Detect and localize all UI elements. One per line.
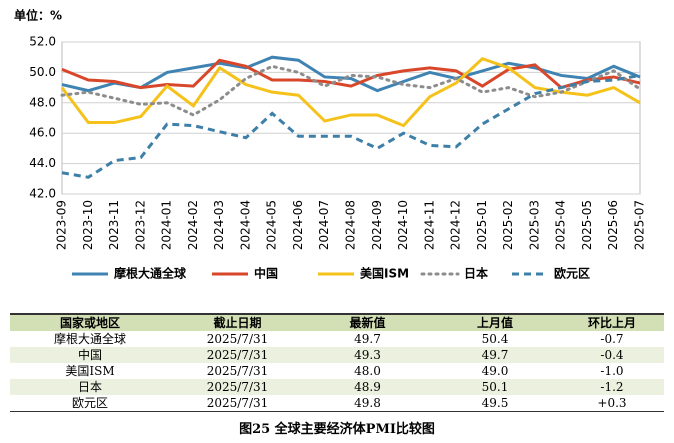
header-cell: 上月值 [430, 313, 560, 331]
series-line [60, 64, 642, 117]
table-cell: 50.1 [430, 379, 560, 395]
x-tick-label: 2025-06 [606, 200, 620, 250]
x-tick-label: 2024-07 [317, 200, 331, 250]
table-cell: 2025/7/31 [206, 364, 269, 378]
unit-label: 单位：% [14, 8, 62, 23]
legend-label: 日本 [464, 266, 488, 281]
table-row: 美国ISM 2025/7/31 48.0 49.0 -1.0 [10, 363, 664, 379]
x-tick-label: 2024-04 [238, 200, 252, 250]
y-tick-label: 50.0 [29, 65, 56, 79]
table-cell: 48.9 [305, 379, 430, 395]
table-row: 中国 2025/7/31 49.3 49.7 -0.4 [10, 347, 664, 363]
table-row: 欧元区 2025/7/31 49.8 49.5 +0.3 [10, 395, 664, 412]
x-tick-label: 2024-08 [344, 200, 358, 250]
legend-label: 美国ISM [360, 266, 409, 281]
x-tick-label: 2024-05 [265, 200, 279, 250]
x-tick-label: 2023-12 [133, 200, 147, 250]
y-tick-label: 46.0 [29, 126, 56, 140]
legend-label: 欧元区 [554, 266, 590, 281]
x-tick-label: 2025-05 [580, 200, 594, 250]
x-tick-label: 2024-06 [291, 200, 305, 250]
table-cell: 美国ISM [65, 364, 115, 378]
table-cell: 49.8 [305, 395, 430, 412]
series-line [61, 73, 641, 179]
table-cell: 2025/7/31 [170, 395, 305, 412]
table-cell: 49.7 [354, 332, 381, 346]
table-cell: -0.4 [560, 347, 664, 363]
x-tick-label: 2024-03 [212, 200, 226, 250]
series-line [61, 55, 641, 93]
table-row: 摩根大通全球 2025/7/31 49.7 50.4 -0.7 [10, 331, 664, 347]
x-tick-label: 2024-01 [160, 200, 174, 250]
table-cell: 48.0 [354, 364, 381, 378]
x-tick-label: 2024-11 [422, 200, 436, 250]
series-line [61, 58, 641, 90]
table-cell: 日本 [10, 379, 170, 395]
table-cell: 中国 [10, 347, 170, 363]
x-tick-label: 2024-09 [370, 200, 384, 250]
chart: 单位：% 42.0 44.0 46.0 48.0 50.0 52.0 2023-09 2023… [14, 8, 647, 281]
x-tick-label: 2023-11 [107, 200, 121, 250]
legend-label: 中国 [254, 266, 278, 281]
table-cell: -1.0 [600, 364, 624, 378]
table-cell: 49.7 [430, 347, 560, 363]
header-cell: 最新值 [305, 313, 430, 331]
x-tick-label: 2024-02 [186, 200, 200, 250]
x-tick-label: 2025-03 [527, 200, 541, 250]
table-header: 国家或地区 截止日期 最新值 上月值 环比上月 [10, 313, 664, 331]
x-tick-label: 2023-09 [55, 200, 69, 250]
table-cell: 50.4 [481, 332, 509, 346]
caption: 图25 全球主要经济体PMI比较图 [239, 422, 435, 437]
header-cell: 截止日期 [170, 313, 305, 331]
table-cell: 2025/7/31 [206, 332, 269, 346]
x-tick-label: 2023-10 [81, 200, 95, 250]
table-cell: 49.3 [305, 347, 430, 363]
header-cell: 国家或地区 [10, 313, 170, 331]
legend-label: 摩根大通全球 [114, 266, 187, 281]
table-row: 日本 2025/7/31 48.9 50.1 -1.2 [10, 379, 664, 395]
x-tick-label: 2025-01 [475, 200, 489, 250]
table-cell: 49.0 [481, 364, 509, 378]
series-line [60, 57, 641, 128]
data-table: 国家或地区 截止日期 最新值 上月值 环比上月 摩根大通全球 2025/7/31 49.7 50… [10, 313, 664, 412]
y-tick-label: 44.0 [29, 156, 56, 170]
y-tick-label: 52.0 [29, 35, 56, 49]
x-tick-label: 2025-02 [501, 200, 515, 250]
x-tick-label: 2025-07 [633, 200, 647, 250]
x-tick-label: 2025-04 [554, 200, 568, 250]
plot-frame [61, 41, 641, 195]
table-cell: 摩根大通全球 [53, 332, 126, 346]
table-cell: 2025/7/31 [170, 347, 305, 363]
y-tick-label: 42.0 [29, 187, 56, 201]
table-cell: 2025/7/31 [170, 379, 305, 395]
y-tick-label: 48.0 [29, 95, 56, 109]
table-cell: 49.5 [430, 395, 560, 412]
x-tick-label: 2024-12 [449, 200, 463, 250]
header-cell: 环比上月 [560, 313, 664, 331]
table-cell: -1.2 [560, 379, 664, 395]
x-tick-label: 2024-10 [396, 200, 410, 250]
table-cell: -0.7 [600, 332, 624, 346]
table-cell: 欧元区 [10, 395, 170, 412]
table-cell: +0.3 [560, 395, 664, 412]
